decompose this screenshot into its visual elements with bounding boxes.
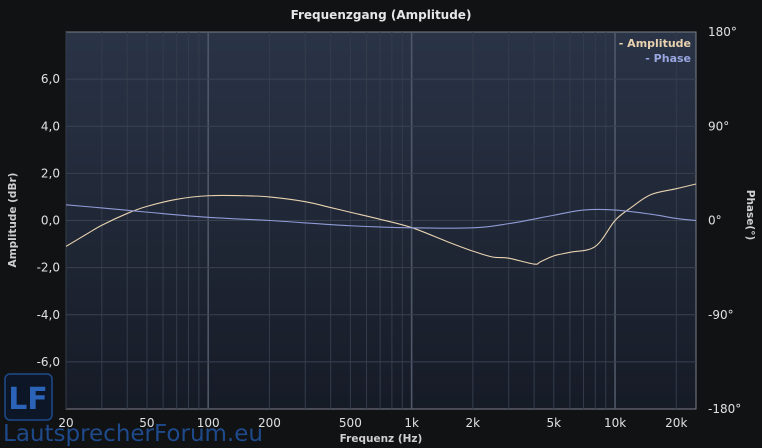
y-left-tick-label: 0,0	[41, 214, 60, 228]
y-left-tick-label: -4,0	[37, 308, 60, 322]
legend-phase: - Phase	[645, 52, 691, 65]
y-left-tick-label: 6,0	[41, 72, 60, 86]
y-left-tick-label: 2,0	[41, 166, 60, 180]
x-tick-label: 200	[258, 416, 281, 430]
y-left-tick-label: -6,0	[37, 355, 60, 369]
y-right-tick-label: 180°	[708, 25, 737, 39]
watermark-text: LautsprecherForum.eu	[3, 421, 263, 447]
lf-logo: LF	[4, 373, 53, 421]
legend-amplitude: - Amplitude	[619, 37, 691, 50]
y-right-tick-label: -90°	[708, 308, 734, 322]
x-tick-label: 20	[58, 416, 73, 430]
x-tick-label: 20k	[665, 416, 687, 430]
x-tick-label: 10k	[604, 416, 626, 430]
x-axis-label: Frequenz (Hz)	[340, 433, 423, 445]
x-tick-label: 2k	[466, 416, 481, 430]
y-right-tick-label: 0°	[708, 214, 722, 228]
x-tick-label: 5k	[547, 416, 562, 430]
x-tick-label: 500	[339, 416, 362, 430]
y-axis-left-label: Amplitude (dBr)	[7, 173, 19, 268]
chart-title: Frequenzgang (Amplitude)	[291, 8, 472, 22]
x-tick-label: 1k	[404, 416, 419, 430]
x-tick-label: 50	[139, 416, 154, 430]
y-left-tick-labels: 6,0 4,0 2,0 0,0 -2,0 -4,0 -6,0	[37, 72, 60, 369]
y-right-tick-labels: 180° 90° 0° -90° -180°	[708, 25, 741, 416]
x-tick-labels: 20 50 100 200 500 1k 2k 5k 10k 20k	[58, 416, 687, 430]
x-tick-label: 100	[197, 416, 220, 430]
y-left-tick-label: 4,0	[41, 119, 60, 133]
y-right-tick-label: 90°	[708, 119, 729, 133]
logo-box	[4, 373, 53, 421]
logo-letters: LF	[8, 382, 48, 417]
y-axis-right-label: Phase(°)	[744, 190, 756, 240]
phase-line	[66, 204, 696, 229]
y-left-tick-label: -2,0	[37, 261, 60, 275]
y-right-tick-label: -180°	[708, 402, 741, 416]
amplitude-line	[66, 183, 696, 265]
